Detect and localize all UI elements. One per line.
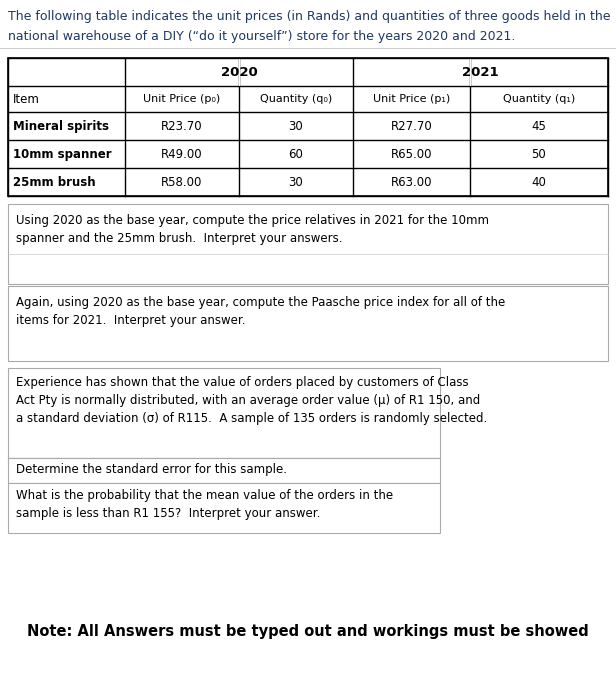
Text: Note: All Answers must be typed out and workings must be showed: Note: All Answers must be typed out and … (27, 624, 589, 639)
Text: spanner and the 25mm brush.  Interpret your answers.: spanner and the 25mm brush. Interpret yo… (16, 232, 342, 245)
Text: 10mm spanner: 10mm spanner (13, 148, 111, 160)
Text: What is the probability that the mean value of the orders in the: What is the probability that the mean va… (16, 489, 393, 502)
Text: R27.70: R27.70 (391, 119, 432, 133)
Text: 2020: 2020 (221, 65, 257, 78)
Bar (8, 483, 440, 533)
Text: Determine the standard error for this sample.: Determine the standard error for this sa… (16, 463, 287, 476)
Text: Experience has shown that the value of orders placed by customers of Class: Experience has shown that the value of o… (16, 376, 469, 389)
Text: Quantity (q₀): Quantity (q₀) (260, 94, 332, 104)
Text: Act Pty is normally distributed, with an average order value (μ) of R1 150, and: Act Pty is normally distributed, with an… (16, 394, 480, 407)
Text: 50: 50 (532, 148, 546, 160)
Text: sample is less than R1 155?  Interpret your answer.: sample is less than R1 155? Interpret yo… (16, 507, 320, 520)
Bar (8, 368, 440, 458)
Text: 40: 40 (532, 176, 546, 189)
Text: R58.00: R58.00 (161, 176, 203, 189)
Text: a standard deviation (σ) of R115.  A sample of 135 orders is randomly selected.: a standard deviation (σ) of R115. A samp… (16, 412, 487, 425)
Text: Quantity (q₁): Quantity (q₁) (503, 94, 575, 104)
Text: Item: Item (13, 92, 40, 105)
Bar (238, 58, 240, 85)
Text: The following table indicates the unit prices (in Rands) and quantities of three: The following table indicates the unit p… (8, 10, 610, 23)
Text: 60: 60 (288, 148, 304, 160)
Text: R63.00: R63.00 (391, 176, 432, 189)
Bar (8, 286, 608, 361)
Text: national warehouse of a DIY (“do it yourself”) store for the years 2020 and 2021: national warehouse of a DIY (“do it your… (8, 30, 516, 43)
Text: Again, using 2020 as the base year, compute the Paasche price index for all of t: Again, using 2020 as the base year, comp… (16, 296, 505, 309)
Text: 30: 30 (289, 119, 303, 133)
Text: R23.70: R23.70 (161, 119, 203, 133)
Bar (8, 58, 608, 196)
Text: R49.00: R49.00 (161, 148, 203, 160)
Bar (8, 458, 440, 483)
Text: Using 2020 as the base year, compute the price relatives in 2021 for the 10mm: Using 2020 as the base year, compute the… (16, 214, 489, 227)
Text: 45: 45 (532, 119, 546, 133)
Text: 25mm brush: 25mm brush (13, 176, 95, 189)
Bar (469, 58, 471, 85)
Text: Unit Price (p₀): Unit Price (p₀) (144, 94, 221, 104)
Text: Unit Price (p₁): Unit Price (p₁) (373, 94, 450, 104)
Text: 30: 30 (289, 176, 303, 189)
Text: Mineral spirits: Mineral spirits (13, 119, 109, 133)
Text: items for 2021.  Interpret your answer.: items for 2021. Interpret your answer. (16, 314, 246, 327)
Text: R65.00: R65.00 (391, 148, 432, 160)
Text: 2021: 2021 (462, 65, 499, 78)
Bar (8, 204, 608, 284)
